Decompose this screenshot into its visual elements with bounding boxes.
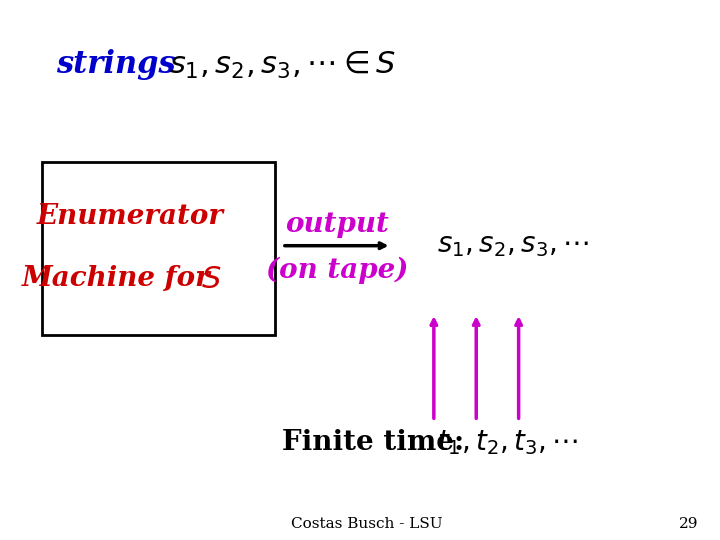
Text: strings: strings (56, 49, 176, 80)
Text: Finite time:: Finite time: (282, 429, 464, 456)
Text: Costas Busch - LSU: Costas Busch - LSU (291, 517, 443, 531)
Text: output: output (285, 211, 389, 238)
Text: (on tape): (on tape) (266, 256, 408, 284)
Text: Enumerator: Enumerator (37, 202, 223, 230)
Text: $t_1, t_2, t_3, \cdots$: $t_1, t_2, t_3, \cdots$ (437, 428, 579, 457)
Text: 29: 29 (679, 517, 699, 531)
Text: $s_1, s_2, s_3, \cdots$: $s_1, s_2, s_3, \cdots$ (437, 232, 590, 259)
FancyBboxPatch shape (42, 162, 275, 335)
Text: $s_1, s_2, s_3, \cdots \in S$: $s_1, s_2, s_3, \cdots \in S$ (169, 49, 396, 81)
Text: $S$: $S$ (201, 264, 222, 295)
Text: Machine for: Machine for (22, 265, 210, 292)
